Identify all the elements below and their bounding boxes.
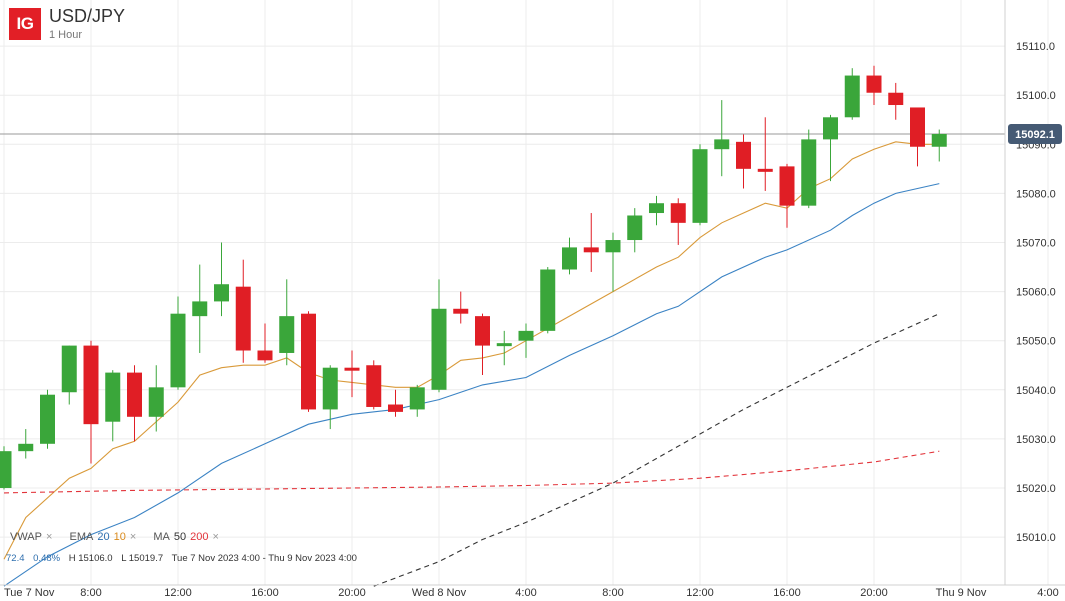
candle-body[interactable] — [562, 247, 577, 270]
stat-change: 0.48% — [33, 553, 61, 564]
candle-body[interactable] — [366, 365, 382, 407]
x-tick-label: 12:00 — [164, 587, 192, 599]
series-line-ema-20 — [3, 183, 940, 587]
y-tick-label: 15070.0 — [1016, 237, 1056, 249]
candle-body[interactable] — [888, 92, 904, 106]
indicator-legend: VWAP × EMA 20 10 × MA 50 200 × — [10, 531, 233, 543]
grid-lines — [0, 0, 1049, 585]
candle-body[interactable] — [127, 372, 142, 417]
candle-body[interactable] — [61, 345, 77, 393]
series-line-ma-50 — [373, 313, 940, 587]
ma-200-label: 200 — [190, 531, 209, 543]
y-tick-label: 15100.0 — [1016, 90, 1056, 102]
y-tick-label: 15060.0 — [1016, 287, 1056, 299]
remove-ema-icon[interactable]: × — [129, 531, 137, 543]
x-tick-label: 16:00 — [773, 587, 801, 599]
candle-body[interactable] — [105, 372, 121, 422]
candle-body[interactable] — [40, 394, 55, 444]
stat-value: 72.4 — [6, 553, 25, 564]
candle-body[interactable] — [235, 286, 251, 351]
candle-body[interactable] — [910, 107, 925, 147]
candle-body[interactable] — [344, 367, 360, 371]
x-tick-label: 4:00 — [1037, 587, 1058, 599]
candle-body[interactable] — [583, 247, 599, 253]
y-tick-label: 15010.0 — [1016, 532, 1056, 544]
candle-body[interactable] — [540, 269, 556, 331]
stat-range: Tue 7 Nov 2023 4:00 - Thu 9 Nov 2023 4:0… — [171, 553, 357, 564]
candle-body[interactable] — [388, 404, 403, 412]
stat-low: L 15019.7 — [121, 553, 164, 564]
ma-50-label: 50 — [173, 531, 187, 543]
timeframe-label[interactable]: 1 Hour — [49, 29, 83, 41]
ema-10-label: 10 — [113, 531, 126, 543]
candle-body[interactable] — [627, 215, 643, 241]
candle-body[interactable] — [714, 139, 730, 150]
candle-body[interactable] — [801, 139, 817, 206]
candle-body[interactable] — [866, 75, 882, 93]
candle-body[interactable] — [148, 387, 164, 417]
x-tick-label: 12:00 — [686, 587, 714, 599]
candle-body[interactable] — [0, 451, 12, 488]
x-tick-label: 20:00 — [338, 587, 366, 599]
x-tick-label: 4:00 — [515, 587, 536, 599]
candle-body[interactable] — [931, 133, 947, 147]
remove-vwap-icon[interactable]: × — [46, 531, 53, 543]
last-price-tag-box — [1008, 123, 1062, 144]
candle-body[interactable] — [692, 149, 708, 223]
y-tick-label: 15080.0 — [1016, 188, 1056, 200]
x-tick-label: 16:00 — [251, 587, 279, 599]
candle-body[interactable] — [409, 387, 425, 410]
y-tick-label: 15050.0 — [1016, 336, 1056, 348]
candle-body[interactable] — [736, 141, 751, 169]
stats-row: 72.4 0.48% H 15106.0 L 15019.7 Tue 7 Nov… — [6, 553, 363, 564]
candle-body[interactable] — [301, 313, 316, 410]
y-tick-label: 15020.0 — [1016, 483, 1056, 495]
candle-body[interactable] — [18, 443, 34, 452]
candle-body[interactable] — [475, 316, 490, 346]
x-tick-label: 8:00 — [602, 587, 623, 599]
candle-body[interactable] — [322, 367, 338, 410]
last-price-tag: 15092.1 — [1008, 123, 1062, 144]
candle-body[interactable] — [214, 284, 229, 302]
vwap-label[interactable]: VWAP — [10, 531, 42, 543]
candle-body[interactable] — [670, 203, 686, 223]
candle-body[interactable] — [170, 313, 186, 388]
ig-logo: IG — [9, 8, 41, 40]
candle-body[interactable] — [496, 343, 512, 347]
remove-ma-icon[interactable]: × — [212, 531, 219, 543]
candle-body[interactable] — [518, 330, 534, 341]
series-line-ema-10 — [3, 141, 940, 560]
x-tick-label: Tue 7 Nov — [4, 587, 55, 599]
instrument-symbol[interactable]: USD/JPY — [49, 6, 126, 26]
candle-body[interactable] — [779, 166, 795, 206]
x-tick-label: Thu 9 Nov — [936, 587, 987, 599]
indicator-lines — [0, 133, 1005, 587]
candle-body[interactable] — [257, 350, 273, 361]
y-tick-label: 15110.0 — [1016, 41, 1055, 53]
ema-label[interactable]: EMA — [69, 531, 94, 543]
y-tick-label: 15040.0 — [1016, 385, 1056, 397]
candle-body[interactable] — [823, 117, 838, 140]
candle-body[interactable] — [431, 308, 447, 390]
candle-body[interactable] — [649, 203, 664, 214]
ma-label[interactable]: MA — [153, 531, 170, 543]
x-tick-label: 20:00 — [860, 587, 888, 599]
last-price-label: 15092.1 — [1015, 129, 1055, 141]
candle-body[interactable] — [844, 75, 860, 118]
candle-body[interactable] — [453, 308, 469, 314]
candle-body[interactable] — [279, 316, 295, 353]
candle-body[interactable] — [192, 301, 208, 317]
y-tick-label: 15030.0 — [1016, 434, 1056, 446]
x-tick-label: Wed 8 Nov — [412, 587, 467, 599]
ema-20-label: 20 — [97, 531, 110, 543]
series-line-ma-200 — [3, 450, 940, 494]
candle-body[interactable] — [605, 240, 621, 253]
candle-body[interactable] — [757, 168, 773, 172]
candles — [0, 65, 947, 490]
candle-body[interactable] — [83, 345, 99, 425]
stat-high: H 15106.0 — [68, 553, 113, 564]
x-tick-label: 8:00 — [80, 587, 101, 599]
